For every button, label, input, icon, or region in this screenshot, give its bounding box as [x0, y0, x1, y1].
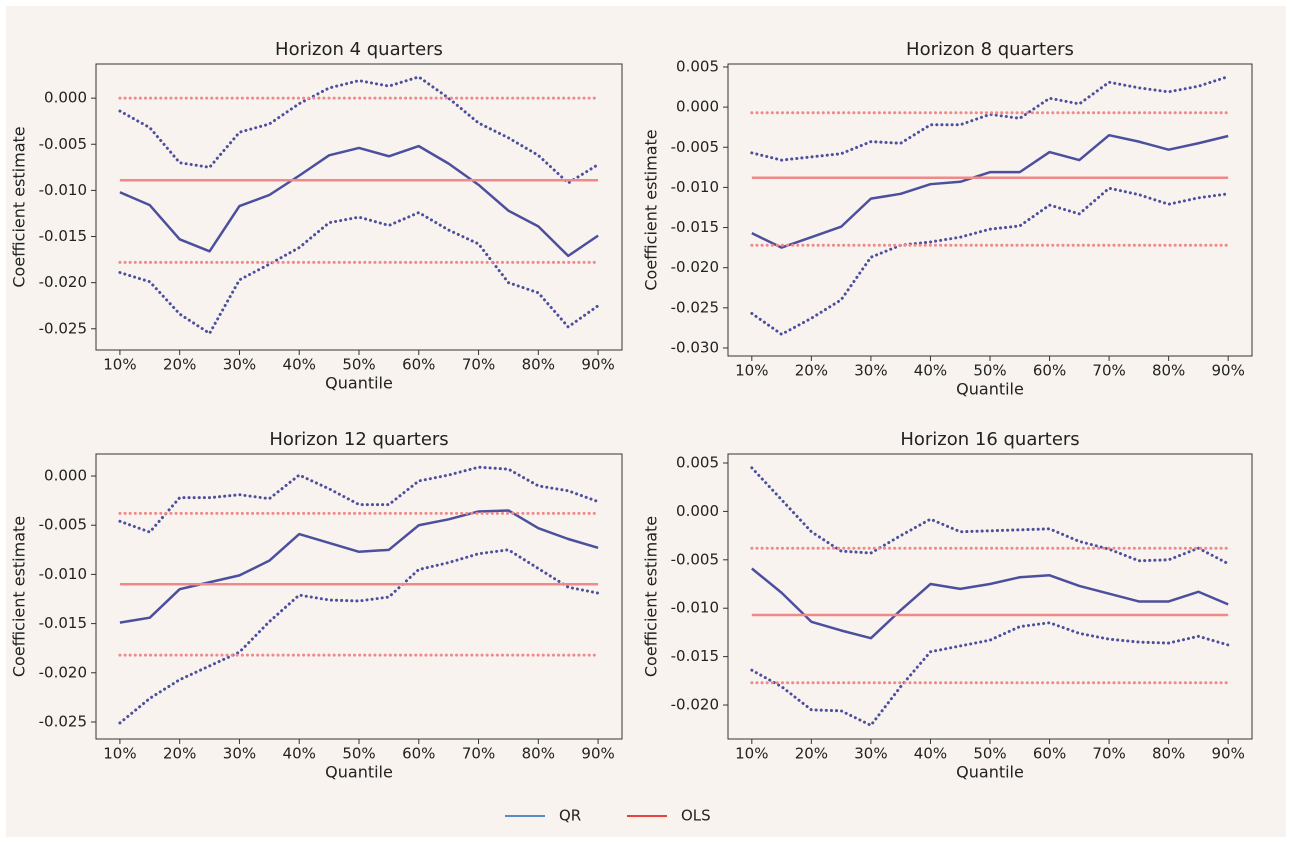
y-tick-label: -0.020 — [39, 663, 87, 681]
y-tick-label: 0.000 — [676, 98, 719, 116]
series-line — [750, 466, 1230, 566]
y-axis-label: Coefficient estimate — [10, 126, 29, 287]
y-tick-label: -0.005 — [671, 550, 719, 568]
y-tick-label: -0.020 — [671, 696, 719, 714]
x-axis-label: Quantile — [325, 374, 393, 393]
x-tick-label: 60% — [402, 745, 435, 763]
x-tick-label: 50% — [342, 745, 375, 763]
y-tick-label: -0.025 — [39, 319, 87, 337]
x-tick-label: 60% — [1033, 362, 1066, 380]
y-tick-label: -0.010 — [39, 565, 87, 583]
y-tick-label: 0.000 — [44, 467, 87, 485]
series-line — [118, 548, 600, 725]
chart-title: Horizon 4 quarters — [275, 39, 443, 60]
chart-title: Horizon 8 quarters — [906, 39, 1074, 60]
x-tick-label: 90% — [1212, 745, 1245, 763]
legend-label: OLS — [681, 807, 711, 825]
series-line — [750, 621, 1230, 727]
x-tick-label: 10% — [103, 356, 136, 374]
x-tick-label: 40% — [914, 362, 947, 380]
y-tick-label: -0.015 — [671, 218, 719, 236]
series-line — [119, 144, 599, 258]
x-tick-label: 50% — [342, 356, 375, 374]
x-tick-label: 50% — [973, 362, 1006, 380]
chart-title: Horizon 16 quarters — [900, 429, 1079, 450]
x-tick-label: 10% — [735, 745, 768, 763]
x-tick-label: 60% — [402, 356, 435, 374]
x-tick-label: 90% — [1212, 362, 1245, 380]
x-tick-label: 10% — [103, 745, 136, 763]
series-line — [751, 567, 1229, 640]
x-tick-label: 60% — [1033, 745, 1066, 763]
y-tick-label: 0.005 — [676, 57, 719, 75]
series-line — [750, 75, 1230, 162]
x-tick-label: 70% — [462, 356, 495, 374]
x-tick-label: 20% — [163, 745, 196, 763]
y-tick-label: -0.020 — [39, 273, 87, 291]
y-tick-label: -0.015 — [671, 647, 719, 665]
x-tick-label: 90% — [581, 356, 614, 374]
x-axis-label: Quantile — [956, 380, 1024, 399]
x-tick-label: 30% — [223, 745, 256, 763]
x-tick-label: 30% — [854, 745, 887, 763]
y-tick-label: -0.015 — [39, 227, 87, 245]
x-tick-label: 10% — [735, 362, 768, 380]
y-tick-label: 0.005 — [676, 454, 719, 472]
x-tick-label: 80% — [522, 745, 555, 763]
series-line — [118, 465, 600, 534]
y-axis-label: Coefficient estimate — [642, 516, 661, 677]
x-tick-label: 30% — [854, 362, 887, 380]
x-tick-label: 70% — [1092, 362, 1125, 380]
y-tick-label: -0.005 — [39, 516, 87, 534]
x-axis-label: Quantile — [325, 763, 393, 782]
y-axis-label: Coefficient estimate — [10, 516, 29, 677]
x-tick-label: 80% — [1152, 362, 1185, 380]
y-tick-label: -0.010 — [39, 181, 87, 199]
x-tick-label: 20% — [163, 356, 196, 374]
y-tick-label: -0.005 — [671, 138, 719, 156]
y-tick-label: 0.000 — [44, 89, 87, 107]
series-line — [750, 186, 1230, 336]
x-axis-label: Quantile — [956, 763, 1024, 782]
x-tick-label: 40% — [283, 745, 316, 763]
x-tick-label: 70% — [462, 745, 495, 763]
x-tick-label: 90% — [581, 745, 614, 763]
legend-label: QR — [559, 807, 581, 825]
y-tick-label: -0.025 — [671, 298, 719, 316]
y-tick-label: -0.015 — [39, 614, 87, 632]
x-tick-label: 40% — [914, 745, 947, 763]
x-tick-label: 40% — [283, 356, 316, 374]
y-tick-label: -0.010 — [671, 599, 719, 617]
x-tick-label: 80% — [522, 356, 555, 374]
figure-background — [6, 6, 1286, 837]
chart-title: Horizon 12 quarters — [269, 429, 448, 450]
x-tick-label: 20% — [795, 745, 828, 763]
y-tick-label: -0.030 — [671, 338, 719, 356]
x-tick-label: 30% — [223, 356, 256, 374]
x-tick-label: 70% — [1092, 745, 1125, 763]
y-tick-label: -0.005 — [39, 135, 87, 153]
series-line — [118, 211, 600, 335]
y-tick-label: -0.020 — [671, 258, 719, 276]
series-line — [118, 75, 600, 185]
x-tick-label: 50% — [973, 745, 1006, 763]
y-tick-label: -0.025 — [39, 712, 87, 730]
series-line — [751, 133, 1229, 249]
y-tick-label: 0.000 — [676, 502, 719, 520]
x-tick-label: 80% — [1152, 745, 1185, 763]
y-axis-label: Coefficient estimate — [642, 129, 661, 290]
y-tick-label: -0.010 — [671, 178, 719, 196]
x-tick-label: 20% — [795, 362, 828, 380]
